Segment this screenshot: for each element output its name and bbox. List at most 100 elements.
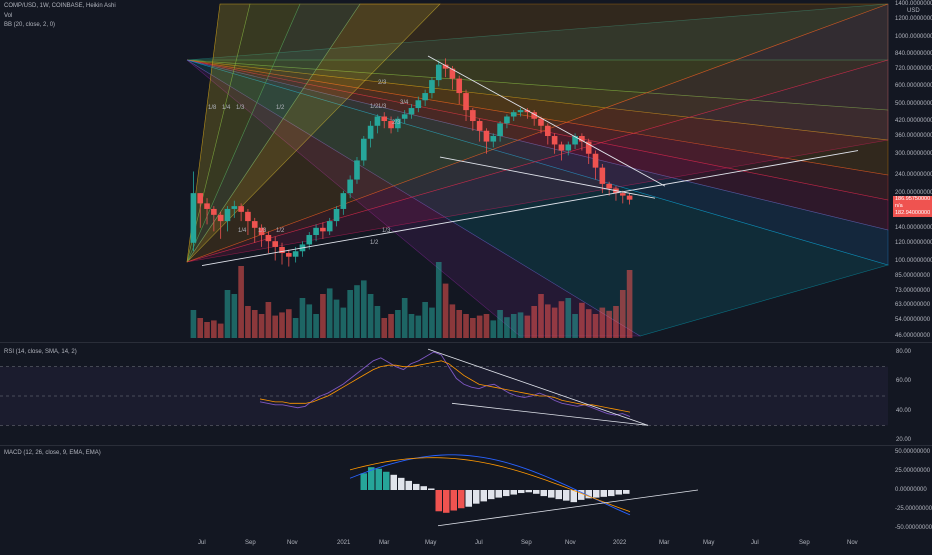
volume-bar	[265, 302, 272, 338]
candle-body	[572, 136, 578, 145]
rsi-line	[259, 351, 631, 417]
currency-label: USD	[907, 8, 920, 14]
volume-bar	[456, 310, 463, 338]
time-tick-label: 2021	[337, 540, 351, 546]
macd-histogram-bar	[413, 483, 420, 490]
volume-bar	[272, 315, 278, 338]
volume-bar	[388, 314, 394, 338]
candle-body	[286, 253, 292, 257]
volume-bar	[545, 304, 551, 338]
volume-bar	[558, 301, 565, 338]
fib-level-label: 1/3	[378, 104, 387, 110]
volume-bar	[347, 290, 353, 338]
price-tick-label: 54.00000000	[895, 317, 931, 324]
rsi-trendline-lower	[451, 402, 649, 426]
macd-histogram-bar	[375, 468, 382, 490]
volume-bar	[360, 280, 367, 338]
price-tick-label: 240.00000000	[895, 172, 932, 179]
macd-histogram-bar	[578, 490, 585, 500]
macd-histogram-bar	[555, 490, 562, 500]
volume-bar	[258, 314, 265, 338]
candle-body	[265, 235, 272, 242]
volume-bar	[381, 318, 388, 338]
volume-bar	[224, 290, 231, 338]
macd-histogram-bar	[533, 490, 540, 494]
macd-histogram-bar	[525, 490, 532, 493]
macd-histogram-bar	[398, 477, 405, 490]
price-tick-label: 600.00000000	[895, 83, 932, 90]
candle-body	[558, 144, 565, 151]
macd-histogram-bar	[488, 490, 495, 500]
macd-tick-label: 0.00000000	[895, 487, 927, 493]
time-tick-label: Jul	[475, 540, 483, 546]
candle-body	[606, 183, 612, 189]
macd-histogram-bar	[390, 474, 397, 490]
fib-level-label: 2/3	[378, 80, 387, 86]
candle-body	[415, 100, 422, 109]
fib-level-label: 1/8	[208, 105, 217, 111]
candle-body	[435, 64, 442, 81]
time-tick-label: Jul	[198, 540, 206, 546]
trendline-lower	[439, 156, 656, 199]
candle-body	[408, 108, 415, 115]
rsi-tick-label: 20.00	[896, 437, 912, 443]
macd-histogram-bar	[608, 490, 615, 497]
macd-histogram-bar	[570, 490, 577, 503]
candle-body	[579, 136, 585, 142]
macd-histogram-bar	[615, 490, 622, 495]
volume-bar	[538, 294, 544, 338]
volume-bar	[435, 262, 442, 338]
candle-body	[367, 125, 374, 139]
trendline-support	[201, 150, 859, 266]
volume-bar	[326, 288, 333, 338]
pane-divider-rsi	[0, 342, 932, 343]
macd-histogram-bar	[458, 490, 465, 509]
rsi-trendline-upper	[427, 348, 649, 426]
volume-legend: Vol	[4, 13, 13, 19]
volume-bar	[340, 307, 347, 338]
fib-level-label: 1/3	[258, 228, 267, 234]
volume-bar	[217, 323, 224, 338]
candle-body	[258, 227, 265, 236]
volume-bar	[592, 314, 599, 338]
volume-bar	[231, 294, 238, 338]
rsi-tick-label: 40.00	[896, 407, 912, 414]
macd-histogram-bar	[540, 490, 547, 497]
macd-histogram-bar	[443, 490, 450, 513]
volume-bar	[442, 283, 449, 338]
macd-histogram-bar	[405, 480, 412, 490]
fib-level-label: 3/4	[400, 100, 409, 106]
candle-body	[217, 214, 224, 222]
volume-bar	[551, 307, 558, 338]
rsi-tick-label: 80.00	[896, 349, 912, 355]
candle-body	[238, 206, 244, 212]
fib-level-label: 1/3	[236, 105, 245, 111]
candle-body	[497, 123, 503, 137]
candle-body	[190, 193, 197, 243]
volume-bar	[245, 306, 251, 338]
price-tag-middle: n/a	[893, 203, 932, 210]
volume-bar	[211, 320, 217, 338]
volume-bar	[572, 314, 578, 338]
macd-histogram-bar	[473, 490, 480, 504]
candle-body	[510, 112, 517, 117]
price-tag-upper: 186.95750000	[893, 196, 932, 203]
volume-bar	[306, 304, 313, 338]
bb-legend: BB (20, close, 2, 0)	[4, 22, 56, 28]
macd-histogram-bar	[428, 488, 435, 490]
time-tick-label: Nov	[565, 540, 576, 546]
fib-level-label: 1/2	[370, 104, 379, 110]
macd-histogram-bar	[518, 490, 525, 494]
volume-bar	[565, 298, 572, 338]
volume-bar	[408, 314, 415, 338]
time-tick-label: May	[703, 540, 715, 546]
rsi-ma-line	[259, 360, 631, 413]
volume-bar	[626, 270, 633, 338]
candle-body	[272, 241, 278, 247]
volume-bar	[279, 312, 285, 338]
price-tick-label: 360.00000000	[895, 133, 932, 139]
time-tick-label: Nov	[287, 540, 298, 546]
candle-body	[292, 251, 299, 257]
